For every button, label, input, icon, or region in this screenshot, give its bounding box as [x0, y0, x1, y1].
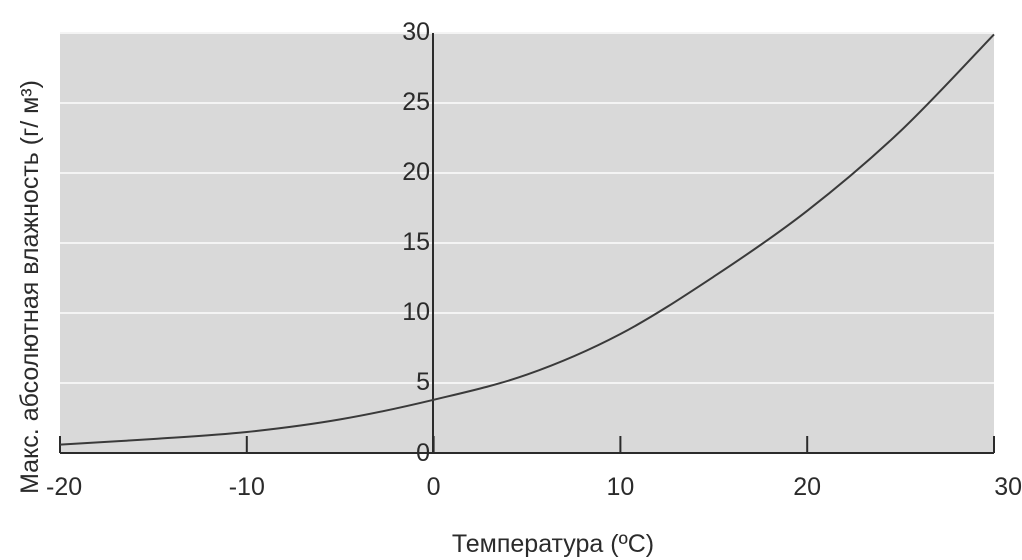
y-tick-label-4: 20: [402, 158, 430, 186]
y-tick-label-6: 30: [402, 18, 430, 46]
x-tick-labels: -20 -10 0 10 20 30: [46, 473, 1022, 501]
x-tick-label-5: 30: [994, 473, 1022, 501]
x-axis-title: Температура (ºC): [452, 530, 654, 558]
y-tick-labels: 0 5 10 15 20 25 30: [402, 18, 430, 467]
y-tick-label-0: 0: [416, 439, 430, 467]
x-tick-label-1: -10: [229, 473, 265, 501]
x-tick-label-2: 0: [427, 473, 441, 501]
y-tick-label-3: 15: [402, 228, 430, 256]
x-tick-label-3: 10: [606, 473, 634, 501]
x-tick-marks: [59, 436, 995, 453]
y-tick-label-2: 10: [402, 298, 430, 326]
y-tick-label-1: 5: [416, 368, 430, 396]
y-tick-label-5: 25: [402, 88, 430, 116]
x-tick-label-4: 20: [793, 473, 821, 501]
y-axis-title: Макс. абсолютная влажность (г/ м³): [16, 80, 44, 494]
x-tick-label-0: -20: [46, 473, 82, 501]
humidity-curve: [59, 33, 995, 446]
grid-lines: [60, 32, 994, 384]
